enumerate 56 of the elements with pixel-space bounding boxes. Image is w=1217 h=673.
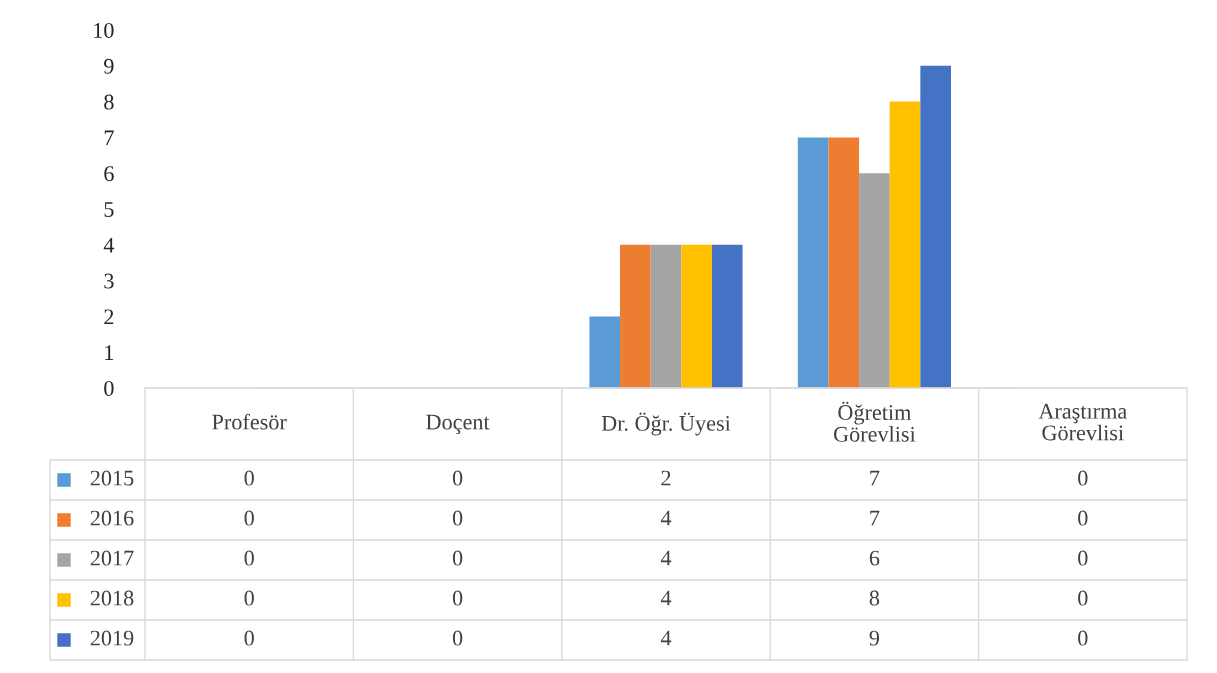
legend-label: 2017 [90, 550, 134, 566]
bar [797, 137, 829, 388]
data-label: 0 [244, 510, 254, 526]
data-label: 6 [869, 550, 880, 566]
y-tick-label: 6 [104, 166, 114, 182]
data-label: 4 [660, 590, 672, 606]
data-label: 4 [660, 550, 672, 566]
data-label: 2 [661, 470, 671, 486]
bar [681, 244, 712, 388]
data-label: 0 [244, 470, 254, 486]
data-label: 0 [244, 630, 254, 646]
x-tick-label: Öğretim Görevlisi [833, 401, 916, 442]
data-label: 7 [870, 470, 880, 486]
y-tick-label: 1 [105, 345, 114, 360]
legend-label: 2015 [90, 470, 134, 486]
data-label: 4 [660, 630, 672, 646]
data-label: 0 [1078, 630, 1088, 646]
x-tick-label: Doçent [426, 414, 490, 435]
y-tick-label: 8 [104, 94, 114, 110]
legend-label: 2019 [90, 630, 134, 646]
data-label: 0 [1078, 470, 1088, 486]
data-label: 0 [452, 590, 463, 606]
y-tick-label: 4 [103, 237, 115, 253]
y-tick-label: 9 [104, 58, 114, 74]
data-label: 0 [1078, 550, 1088, 566]
y-tick-label: 2 [104, 309, 114, 325]
data-label: 4 [660, 510, 672, 526]
data-label: 0 [452, 630, 463, 646]
y-tick-label: 10 [94, 22, 114, 38]
legend-label: 2018 [90, 590, 134, 606]
bar [711, 244, 743, 388]
bar [889, 101, 921, 388]
x-tick-label: Profesör [212, 413, 287, 430]
data-label: 0 [452, 510, 463, 526]
data-label: 8 [869, 590, 880, 606]
data-label: 0 [244, 550, 254, 566]
legend-label: 2016 [90, 510, 134, 526]
data-label: 7 [870, 510, 880, 526]
y-tick-label: 0 [104, 380, 114, 396]
x-tick-label: Dr. Öğr. Üyesi [601, 412, 731, 436]
bar [920, 65, 951, 388]
y-tick-label: 3 [104, 273, 114, 289]
data-label: 0 [452, 550, 463, 566]
data-label: 9 [869, 630, 880, 646]
y-tick-label: 5 [104, 202, 114, 217]
data-label: 0 [452, 470, 463, 486]
bar [620, 244, 651, 388]
bar [650, 244, 682, 388]
x-tick-label: Araştırma Görevlisi [1038, 403, 1127, 441]
data-label: 0 [244, 590, 254, 606]
bar [589, 316, 621, 388]
bar [828, 137, 860, 388]
data-label: 0 [1078, 590, 1088, 606]
y-tick-label: 7 [104, 130, 114, 146]
data-label: 0 [1078, 510, 1088, 526]
bar [859, 173, 890, 388]
